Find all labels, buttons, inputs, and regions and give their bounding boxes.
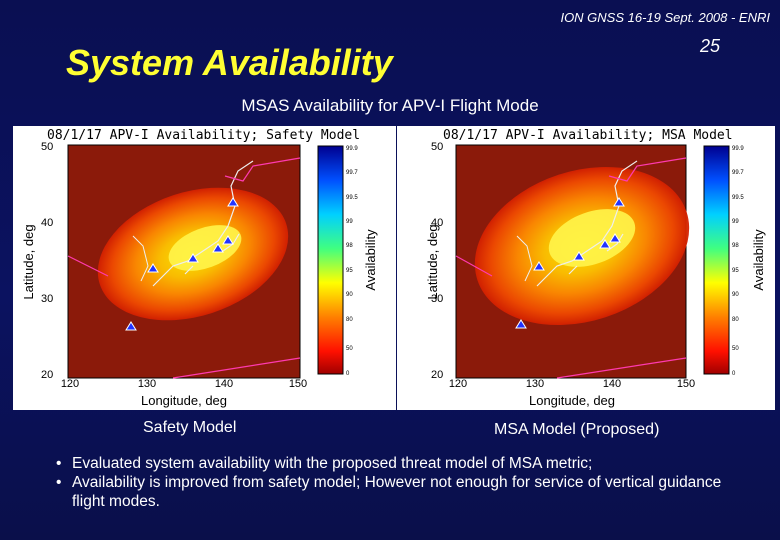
cb-tick: 99.9 (346, 146, 358, 152)
colorbar-label: Availability (363, 229, 378, 291)
station-marker (147, 263, 159, 273)
cb-tick: 90 (346, 292, 353, 298)
x-tick-labels: 120 130 140 150 (449, 378, 695, 390)
y-tick: 20 (41, 369, 53, 381)
y-tick-labels: 50 40 30 20 (431, 141, 443, 381)
x-axis-label: Longitude, deg (529, 393, 615, 408)
cb-tick: 99.7 (346, 170, 358, 176)
cb-tick: 50 (732, 346, 739, 352)
slide-title: System Availability (66, 42, 393, 83)
y-tick: 20 (431, 369, 443, 381)
x-tick-labels: 120 130 140 150 (61, 378, 307, 390)
safety-model-figure: 08/1/17 APV-I Availability; Safety Model… (13, 126, 396, 410)
y-axis-label: Latitude, deg (21, 224, 36, 299)
x-tick: 130 (138, 378, 156, 390)
bullet-text: Availability is improved from safety mod… (72, 474, 722, 510)
coastline-korea (516, 235, 533, 282)
y-tick: 30 (41, 293, 53, 305)
region-boundary (455, 157, 687, 379)
cb-tick: 99.5 (732, 195, 744, 201)
region-boundary (67, 157, 301, 379)
bullet-item: • Evaluated system availability with the… (56, 454, 756, 473)
y-tick: 50 (431, 141, 443, 153)
cb-tick: 99.9 (732, 146, 744, 152)
cb-tick: 50 (346, 346, 353, 352)
y-tick: 40 (431, 217, 443, 229)
station-marker (599, 239, 611, 249)
msa-model-figure: 08/1/17 APV-I Availability; MSA Model 50… (397, 126, 775, 410)
colorbar-tick-labels: 99.9 99.7 99.5 99 98 95 90 80 50 0 (346, 146, 358, 377)
colorbar-label: Availability (751, 229, 766, 291)
cb-tick: 95 (732, 268, 739, 274)
station-marker (609, 233, 621, 243)
cb-tick: 80 (732, 317, 739, 323)
colorbar (703, 145, 730, 375)
msa-model-caption: MSA Model (Proposed) (494, 421, 660, 438)
coastline (152, 160, 254, 287)
colorbar (317, 145, 344, 375)
x-tick: 120 (61, 378, 79, 390)
cb-tick: 98 (732, 243, 739, 249)
x-tick: 150 (677, 378, 695, 390)
coastline-korea (132, 235, 149, 282)
y-tick-labels: 50 40 30 20 (41, 141, 53, 381)
y-tick: 30 (431, 293, 443, 305)
cb-tick: 0 (732, 371, 736, 377)
cb-tick: 95 (346, 268, 353, 274)
station-marker (533, 261, 545, 271)
availability-core (548, 209, 636, 267)
cb-tick: 99 (346, 219, 353, 225)
station-marker (125, 321, 137, 331)
station-marker (613, 197, 625, 207)
y-tick: 40 (41, 217, 53, 229)
coastline (536, 160, 638, 287)
cb-tick: 99.5 (346, 195, 358, 201)
x-tick: 150 (289, 378, 307, 390)
bullet-item: • Availability is improved from safety m… (56, 473, 756, 511)
cb-tick: 0 (346, 371, 350, 377)
cb-tick: 90 (732, 292, 739, 298)
cb-tick: 99.7 (732, 170, 744, 176)
cb-tick: 80 (346, 317, 353, 323)
availability-core (168, 225, 242, 271)
station-marker (212, 243, 224, 253)
station-marker (227, 197, 239, 207)
plot-title: 08/1/17 APV-I Availability; Safety Model (47, 128, 360, 143)
y-axis-label: Latitude, deg (425, 224, 440, 299)
x-tick: 120 (449, 378, 467, 390)
bullet-dot-icon: • (56, 474, 62, 491)
y-tick: 50 (41, 141, 53, 153)
x-tick: 140 (603, 378, 621, 390)
conference-label: ION GNSS 16-19 Sept. 2008 - ENRI (560, 10, 770, 25)
colorbar-tick-labels: 99.9 99.7 99.5 99 98 95 90 80 50 0 (732, 146, 744, 377)
x-tick: 130 (526, 378, 544, 390)
safety-model-caption: Safety Model (143, 419, 237, 436)
bullet-text: Evaluated system availability with the p… (72, 455, 593, 472)
x-axis-label: Longitude, deg (141, 393, 227, 408)
slide-subtitle: MSAS Availability for APV-I Flight Mode (241, 96, 539, 115)
station-marker (573, 251, 585, 261)
page-number: 25 (699, 36, 720, 56)
cb-tick: 99 (732, 219, 739, 225)
bullet-dot-icon: • (56, 455, 62, 472)
x-tick: 140 (215, 378, 233, 390)
bullet-list: • Evaluated system availability with the… (56, 454, 756, 511)
station-marker (222, 235, 234, 245)
station-marker (515, 319, 527, 329)
plot-title: 08/1/17 APV-I Availability; MSA Model (443, 128, 733, 143)
cb-tick: 98 (346, 243, 353, 249)
station-marker (187, 253, 199, 263)
